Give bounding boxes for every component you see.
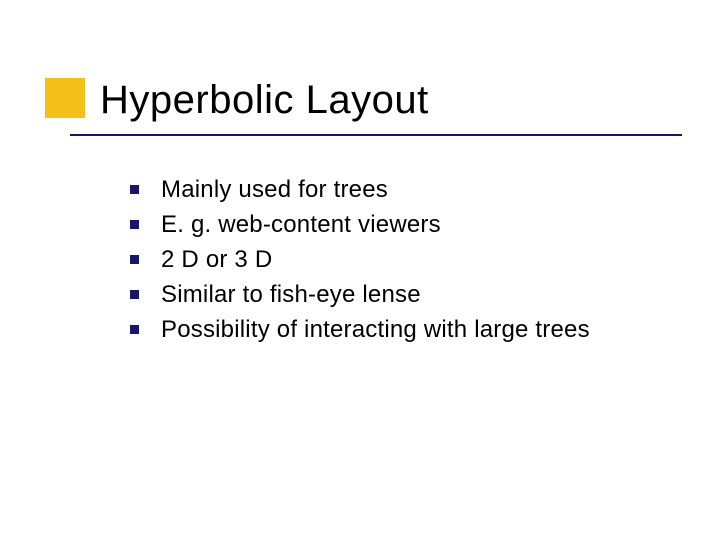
slide-title: Hyperbolic Layout (100, 78, 429, 123)
square-bullet-icon (130, 255, 139, 264)
bullet-text: E. g. web-content viewers (161, 211, 441, 239)
bullet-text: Similar to fish-eye lense (161, 281, 421, 309)
slide: Hyperbolic Layout Mainly used for trees … (0, 0, 720, 540)
title-underline (70, 134, 682, 136)
list-item: 2 D or 3 D (130, 242, 590, 277)
bullet-text: Possibility of interacting with large tr… (161, 316, 590, 344)
list-item: E. g. web-content viewers (130, 207, 590, 242)
list-item: Possibility of interacting with large tr… (130, 312, 590, 347)
square-bullet-icon (130, 185, 139, 194)
square-bullet-icon (130, 325, 139, 334)
list-item: Similar to fish-eye lense (130, 277, 590, 312)
square-bullet-icon (130, 290, 139, 299)
bullet-text: Mainly used for trees (161, 176, 388, 204)
square-bullet-icon (130, 220, 139, 229)
bullet-text: 2 D or 3 D (161, 246, 272, 274)
list-item: Mainly used for trees (130, 172, 590, 207)
accent-block (45, 78, 85, 118)
bullet-list: Mainly used for trees E. g. web-content … (130, 172, 590, 347)
